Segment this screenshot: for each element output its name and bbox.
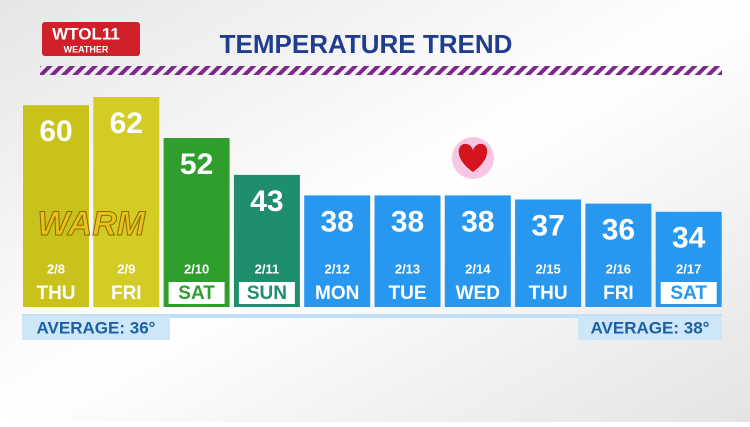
value-label: 37 <box>531 209 564 242</box>
day-label: SAT <box>670 283 707 304</box>
date-label: 2/9 <box>117 261 135 276</box>
day-label: SAT <box>178 283 215 304</box>
date-label: 2/15 <box>535 261 560 276</box>
date-label: 2/16 <box>606 261 631 276</box>
average-box <box>22 316 170 340</box>
date-label: 2/17 <box>676 261 701 276</box>
heart-icon <box>452 137 494 179</box>
day-label: THU <box>529 283 568 304</box>
day-label: WED <box>456 283 500 304</box>
bars: 60 2/8 THU 62 2/9 FRI 52 2/10 SAT 43 2/11 SUN 38 2/12… <box>23 97 722 307</box>
annotation: WARM <box>37 205 145 243</box>
bar <box>23 105 89 307</box>
day-label: SUN <box>247 283 287 304</box>
value-label: 43 <box>250 185 283 218</box>
average-right: AVERAGE: 38° <box>591 318 710 337</box>
average-box <box>578 316 722 340</box>
value-label: 38 <box>461 205 494 238</box>
logo-sub: WEATHER <box>64 44 109 54</box>
day-box <box>168 282 225 304</box>
date-label: 2/11 <box>255 261 280 276</box>
value-label: 34 <box>672 222 706 255</box>
bar <box>585 203 652 307</box>
date-label: 2/10 <box>184 261 209 276</box>
average-left: AVERAGE: 36° <box>37 318 156 337</box>
day-label: MON <box>315 283 359 304</box>
logo: WTOL11 <box>52 24 120 43</box>
bar <box>444 195 511 307</box>
day-label: FRI <box>603 283 634 304</box>
bar <box>515 199 582 307</box>
date-label: 2/8 <box>47 261 65 276</box>
value-label: 62 <box>110 107 143 140</box>
value-label: 60 <box>39 115 72 148</box>
day-label: THU <box>36 283 75 304</box>
value-label: 38 <box>391 205 424 238</box>
value-label: 36 <box>602 214 635 247</box>
average-strip <box>22 314 722 318</box>
bar <box>163 138 230 307</box>
value-label: 38 <box>321 205 354 238</box>
date-label: 2/12 <box>325 261 350 276</box>
bar <box>93 97 160 307</box>
title-underline <box>40 66 722 75</box>
date-label: 2/13 <box>395 261 420 276</box>
bar <box>304 195 371 307</box>
value-label: 52 <box>180 148 213 181</box>
chart-title: TEMPERATURE TREND <box>220 29 513 59</box>
bar <box>374 195 441 307</box>
day-box <box>660 282 717 304</box>
date-label: 2/14 <box>465 261 491 276</box>
day-box <box>238 282 295 304</box>
logo-box <box>42 22 140 56</box>
day-label: FRI <box>111 283 142 304</box>
day-label: TUE <box>389 283 427 304</box>
